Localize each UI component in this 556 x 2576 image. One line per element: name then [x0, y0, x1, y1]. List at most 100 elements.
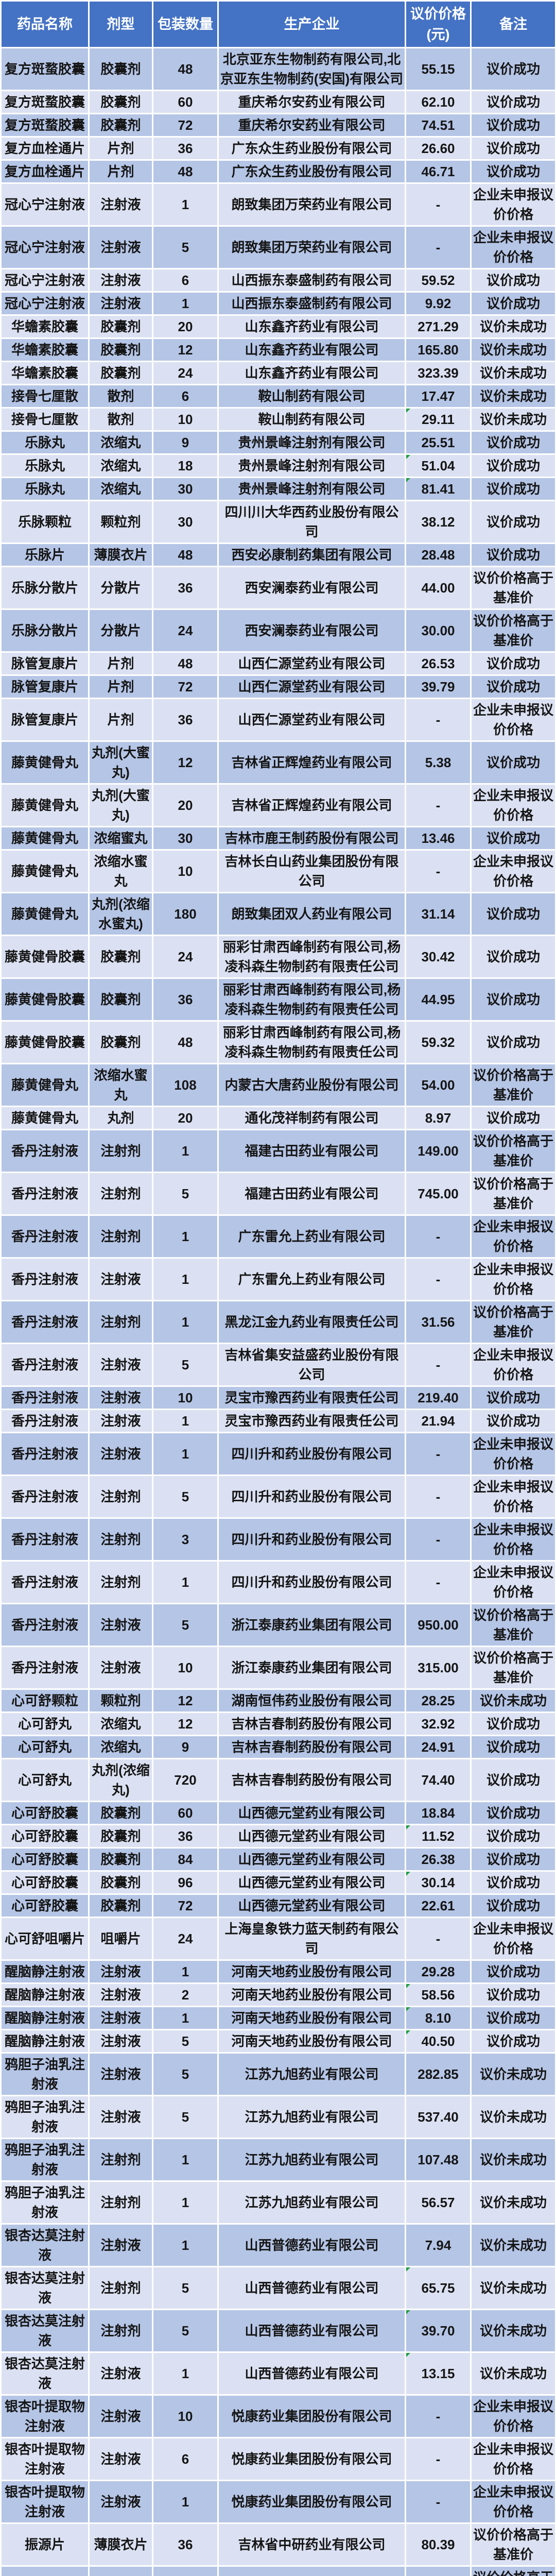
cell-drug-name[interactable]: 藤黄健骨丸 — [2, 893, 88, 935]
cell-negotiated-price[interactable]: 282.85 — [406, 2054, 470, 2095]
cell-manufacturer[interactable]: 四川升和药业股份有限公司 — [219, 1476, 405, 1517]
cell-negotiated-price[interactable]: 46.71 — [406, 161, 470, 182]
cell-manufacturer[interactable]: 重庆希尔安药业有限公司 — [219, 91, 405, 113]
cell-dosage-form[interactable]: 注射液 — [90, 2030, 152, 2052]
cell-package-qty[interactable]: 6 — [153, 269, 217, 291]
cell-remark[interactable]: 议价成功 — [472, 893, 555, 935]
cell-remark[interactable]: 议价未成功 — [472, 2096, 555, 2138]
cell-drug-name[interactable]: 冠心宁注射液 — [2, 227, 88, 268]
cell-remark[interactable]: 议价价格高于基准价 — [472, 1604, 555, 1646]
cell-remark[interactable]: 议价成功 — [472, 1022, 555, 1063]
cell-negotiated-price[interactable]: 26.38 — [406, 1849, 470, 1870]
cell-dosage-form[interactable]: 浓缩丸 — [90, 432, 152, 453]
cell-dosage-form[interactable]: 胶囊剂 — [90, 979, 152, 1020]
cell-package-qty[interactable]: 1 — [153, 1562, 217, 1603]
cell-package-qty[interactable]: 18 — [153, 455, 217, 477]
cell-manufacturer[interactable]: 河南天地药业股份有限公司 — [219, 1961, 405, 1982]
cell-drug-name[interactable]: 藤黄健骨丸 — [2, 785, 88, 826]
cell-manufacturer[interactable]: 贵州景峰注射剂有限公司 — [219, 478, 405, 500]
cell-manufacturer[interactable]: 内蒙古大唐药业股份有限公司 — [219, 1064, 405, 1106]
cell-manufacturer[interactable]: 山西德元堂药业有限公司 — [219, 1825, 405, 1847]
cell-package-qty[interactable]: 2 — [153, 1984, 217, 2006]
cell-manufacturer[interactable]: 吉林吉春制药股份有限公司 — [219, 1713, 405, 1735]
cell-negotiated-price[interactable]: 11.52 — [406, 1825, 470, 1847]
cell-dosage-form[interactable]: 胶囊剂 — [90, 48, 152, 90]
cell-drug-name[interactable]: 冠心宁注射液 — [2, 293, 88, 314]
cell-drug-name[interactable]: 复方血栓通片 — [2, 138, 88, 159]
cell-package-qty[interactable]: 84 — [153, 1849, 217, 1870]
cell-drug-name[interactable]: 心可舒颗粒 — [2, 1690, 88, 1711]
cell-package-qty[interactable]: 72 — [153, 114, 217, 136]
cell-remark[interactable]: 议价成功 — [472, 1410, 555, 1432]
cell-dosage-form[interactable]: 注射液 — [90, 293, 152, 314]
cell-drug-name[interactable]: 香丹注射液 — [2, 1173, 88, 1214]
cell-drug-name[interactable]: 香丹注射液 — [2, 1519, 88, 1560]
cell-negotiated-price[interactable]: 39.70 — [406, 2310, 470, 2351]
cell-drug-name[interactable]: 醒脑静注射液 — [2, 1961, 88, 1982]
cell-package-qty[interactable]: 12 — [153, 742, 217, 783]
cell-package-qty[interactable]: 1 — [153, 2353, 217, 2394]
cell-remark[interactable]: 议价成功 — [472, 91, 555, 113]
cell-negotiated-price[interactable]: 25.51 — [406, 432, 470, 453]
cell-negotiated-price[interactable]: 268.00 — [406, 2567, 470, 2576]
cell-dosage-form[interactable]: 注射剂 — [90, 2310, 152, 2351]
cell-drug-name[interactable]: 脉管复康片 — [2, 676, 88, 698]
cell-dosage-form[interactable]: 注射剂 — [90, 1130, 152, 1172]
cell-negotiated-price[interactable]: - — [406, 1259, 470, 1300]
cell-package-qty[interactable]: 1 — [153, 2225, 217, 2266]
cell-package-qty[interactable]: 24 — [153, 936, 217, 977]
cell-package-qty[interactable]: 1 — [153, 293, 217, 314]
cell-negotiated-price[interactable]: 107.48 — [406, 2139, 470, 2180]
cell-negotiated-price[interactable]: 18.84 — [406, 1802, 470, 1824]
cell-remark[interactable]: 企业未申报议价价格 — [472, 1562, 555, 1603]
cell-negotiated-price[interactable]: 29.11 — [406, 409, 470, 430]
cell-negotiated-price[interactable]: 30.00 — [406, 610, 470, 651]
cell-remark[interactable]: 议价成功 — [472, 48, 555, 90]
cell-manufacturer[interactable]: 山西德元堂药业有限公司 — [219, 1872, 405, 1893]
cell-manufacturer[interactable]: 广东众生药业股份有限公司 — [219, 161, 405, 182]
cell-package-qty[interactable]: 12 — [153, 339, 217, 361]
cell-manufacturer[interactable]: 西安澜泰药业有限公司 — [219, 610, 405, 651]
cell-drug-name[interactable]: 鸦胆子油乳注射液 — [2, 2054, 88, 2095]
cell-negotiated-price[interactable]: 24.91 — [406, 1736, 470, 1758]
cell-remark[interactable]: 议价未成功 — [472, 1690, 555, 1711]
cell-manufacturer[interactable]: 吉林吉春制药股份有限公司 — [219, 1736, 405, 1758]
cell-dosage-form[interactable]: 注射液 — [90, 2353, 152, 2394]
cell-drug-name[interactable]: 心可舒丸 — [2, 1713, 88, 1735]
cell-drug-name[interactable]: 醒脑静注射液 — [2, 2007, 88, 2029]
cell-manufacturer[interactable]: 福建古田药业有限公司 — [219, 1130, 405, 1172]
cell-manufacturer[interactable]: 朗致集团双人药业有限公司 — [219, 893, 405, 935]
cell-drug-name[interactable]: 银杏达莫注射液 — [2, 2225, 88, 2266]
cell-dosage-form[interactable]: 浓缩丸 — [90, 478, 152, 500]
cell-remark[interactable]: 议价成功 — [472, 1984, 555, 2006]
cell-negotiated-price[interactable]: 28.25 — [406, 1690, 470, 1711]
cell-package-qty[interactable]: 5 — [153, 2054, 217, 2095]
cell-remark[interactable]: 议价未成功 — [472, 2225, 555, 2266]
cell-dosage-form[interactable]: 注射液 — [90, 2396, 152, 2437]
cell-remark[interactable]: 议价成功 — [472, 455, 555, 477]
cell-remark[interactable]: 议价成功 — [472, 979, 555, 1020]
cell-drug-name[interactable]: 银杏叶提取物注射液 — [2, 2396, 88, 2437]
cell-package-qty[interactable]: 36 — [153, 2524, 217, 2565]
cell-remark[interactable]: 议价成功 — [472, 114, 555, 136]
cell-remark[interactable]: 议价价格高于基准价 — [472, 1064, 555, 1106]
cell-dosage-form[interactable]: 注射液 — [90, 227, 152, 268]
cell-drug-name[interactable]: 银杏叶提取物注射液 — [2, 2481, 88, 2522]
cell-remark[interactable]: 议价价格高于基准价 — [472, 2524, 555, 2565]
cell-package-qty[interactable]: 120 — [153, 2567, 217, 2576]
cell-drug-name[interactable]: 醒脑静注射液 — [2, 1984, 88, 2006]
cell-dosage-form[interactable]: 注射剂 — [90, 2182, 152, 2223]
cell-package-qty[interactable]: 1 — [153, 1961, 217, 1982]
cell-package-qty[interactable]: 24 — [153, 1918, 217, 1959]
cell-drug-name[interactable]: 振源片 — [2, 2567, 88, 2576]
cell-dosage-form[interactable]: 注射液 — [90, 1259, 152, 1300]
cell-package-qty[interactable]: 9 — [153, 1736, 217, 1758]
cell-manufacturer[interactable]: 山西振东泰盛制药有限公司 — [219, 293, 405, 314]
cell-dosage-form[interactable]: 注射液 — [90, 2096, 152, 2138]
cell-package-qty[interactable]: 72 — [153, 676, 217, 698]
cell-remark[interactable]: 议价成功 — [472, 1759, 555, 1801]
cell-dosage-form[interactable]: 片剂 — [90, 676, 152, 698]
cell-package-qty[interactable]: 12 — [153, 1690, 217, 1711]
cell-remark[interactable]: 议价未成功 — [472, 2310, 555, 2351]
cell-drug-name[interactable]: 心可舒胶囊 — [2, 1802, 88, 1824]
